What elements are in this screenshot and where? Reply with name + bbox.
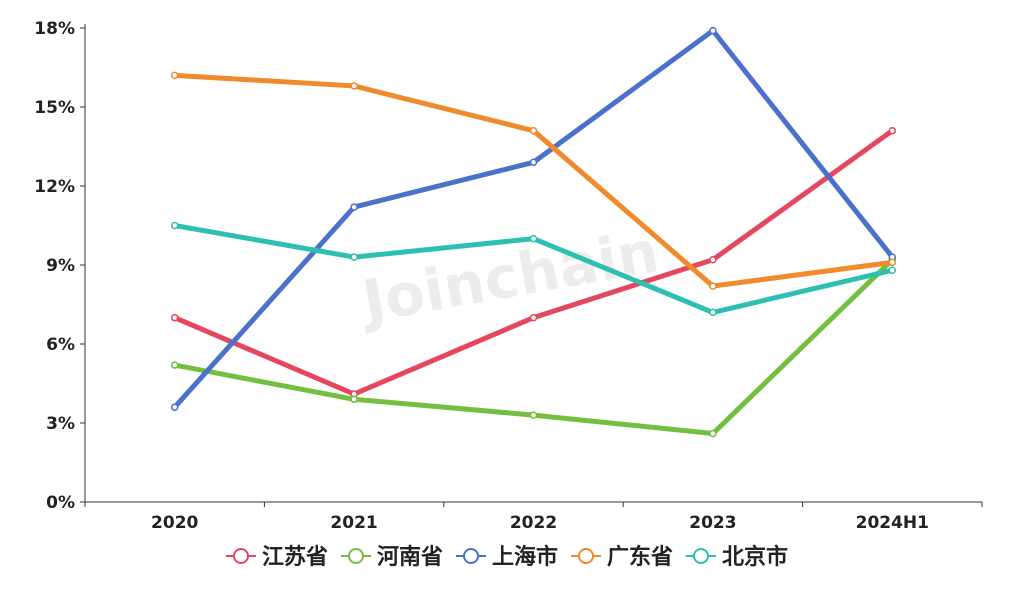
legend-label: 江苏省 bbox=[262, 544, 328, 570]
data-point bbox=[170, 313, 179, 322]
legend-item[interactable]: 广东省 bbox=[571, 544, 673, 570]
series-line bbox=[172, 28, 895, 410]
legend-item[interactable]: 北京市 bbox=[686, 544, 788, 570]
legend-label: 河南省 bbox=[377, 545, 443, 570]
data-point bbox=[888, 266, 897, 275]
x-tick-label: 2024H1 bbox=[856, 513, 929, 533]
y-tick-label: 12% bbox=[34, 177, 75, 197]
data-point bbox=[529, 313, 538, 322]
legend-marker-icon bbox=[693, 548, 709, 564]
watermark: Joinchain bbox=[354, 217, 664, 337]
data-point bbox=[350, 203, 358, 211]
y-tick-label: 15% bbox=[34, 98, 75, 118]
legend-label: 上海市 bbox=[492, 544, 558, 570]
legend-item[interactable]: 河南省 bbox=[341, 545, 443, 570]
data-point bbox=[170, 361, 179, 369]
y-tick-label: 9% bbox=[46, 256, 75, 276]
data-point bbox=[709, 255, 717, 264]
x-tick-label: 2020 bbox=[151, 513, 198, 533]
legend-label: 北京市 bbox=[722, 544, 788, 570]
data-point bbox=[170, 71, 179, 80]
y-tick-label: 18% bbox=[34, 19, 75, 39]
legend-item[interactable]: 江苏省 bbox=[226, 544, 328, 570]
series-4 bbox=[170, 71, 897, 290]
legend-label: 广东省 bbox=[607, 544, 673, 570]
data-point bbox=[170, 221, 179, 230]
data-point bbox=[709, 282, 717, 290]
data-point bbox=[709, 429, 717, 438]
series-3 bbox=[170, 26, 897, 411]
data-point bbox=[529, 126, 538, 135]
legend-marker-icon bbox=[233, 548, 249, 564]
data-point bbox=[529, 234, 538, 243]
y-tick-label: 3% bbox=[46, 414, 75, 434]
x-tick-label: 2023 bbox=[689, 513, 736, 533]
data-point bbox=[888, 126, 897, 135]
data-point bbox=[709, 26, 717, 35]
legend-marker-icon bbox=[463, 548, 479, 564]
data-point bbox=[709, 308, 717, 317]
data-point bbox=[888, 258, 897, 267]
legend-marker-icon bbox=[348, 548, 364, 564]
legend-item[interactable]: 上海市 bbox=[456, 544, 558, 570]
x-tick-label: 2022 bbox=[510, 513, 557, 533]
data-point bbox=[350, 82, 358, 90]
data-point bbox=[350, 253, 358, 261]
data-point bbox=[170, 403, 179, 411]
data-point bbox=[529, 158, 538, 167]
y-tick-label: 0% bbox=[46, 493, 75, 513]
data-point bbox=[529, 411, 538, 419]
series-layer bbox=[170, 26, 897, 438]
legend-marker-icon bbox=[578, 548, 594, 564]
series-1 bbox=[170, 126, 897, 398]
axes: 0% 3% 6% 9% 12% 15% 18% 2020 2021 2022 2023 2024H1 bbox=[34, 19, 983, 533]
x-tick-label: 2021 bbox=[330, 513, 377, 533]
legend[interactable]: 江苏省 河南省 上海市 广东省 北京市 bbox=[226, 544, 788, 570]
data-point bbox=[350, 395, 358, 404]
y-tick-label: 6% bbox=[46, 335, 75, 355]
series-5 bbox=[170, 221, 897, 317]
